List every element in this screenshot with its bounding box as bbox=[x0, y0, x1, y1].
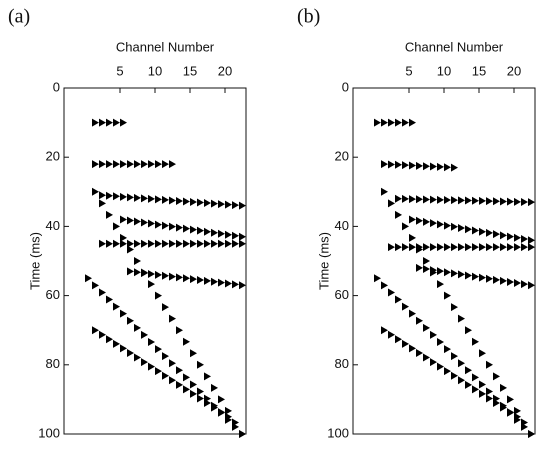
x-axis-title: Channel Number bbox=[405, 39, 504, 54]
y-tick-label: 60 bbox=[335, 287, 349, 302]
y-tick-label: 100 bbox=[327, 425, 349, 440]
y-tick-label: 40 bbox=[335, 218, 349, 233]
arrival-wedges bbox=[381, 187, 535, 438]
arrival-wedges bbox=[409, 215, 535, 245]
y-tick-label: 0 bbox=[53, 79, 60, 94]
panel-label: (b) bbox=[297, 6, 320, 28]
arrival-wedges bbox=[99, 191, 246, 210]
y-tick-label: 20 bbox=[335, 149, 349, 164]
plot-frame bbox=[352, 87, 536, 435]
x-tick-label: 5 bbox=[405, 63, 412, 78]
x-tick-label: 10 bbox=[148, 63, 162, 78]
y-tick-label: 100 bbox=[38, 425, 60, 440]
arrival-wedges bbox=[374, 274, 535, 438]
arrival-wedges bbox=[416, 263, 535, 290]
y-tick-label: 80 bbox=[46, 356, 60, 371]
arrival-wedges bbox=[388, 243, 535, 252]
x-tick-label: 20 bbox=[507, 63, 521, 78]
y-axis-title: Time (ms) bbox=[316, 232, 331, 290]
arrival-wedges bbox=[92, 160, 176, 169]
arrival-wedges bbox=[374, 118, 416, 127]
arrival-wedges bbox=[85, 274, 246, 438]
y-tick-label: 80 bbox=[335, 356, 349, 371]
x-tick-label: 10 bbox=[437, 63, 451, 78]
arrival-wedges bbox=[381, 160, 458, 172]
plot-frame bbox=[63, 87, 247, 435]
arrival-wedges bbox=[127, 267, 246, 290]
x-axis-title: Channel Number bbox=[116, 39, 215, 54]
arrival-wedges bbox=[395, 194, 535, 207]
y-tick-label: 40 bbox=[46, 218, 60, 233]
x-tick-label: 20 bbox=[218, 63, 232, 78]
arrival-wedges bbox=[120, 215, 246, 241]
x-tick-label: 15 bbox=[183, 63, 197, 78]
arrival-wedges bbox=[92, 118, 127, 127]
y-axis-title: Time (ms) bbox=[27, 232, 42, 290]
arrival-wedges bbox=[92, 187, 246, 438]
arrival-wedges bbox=[381, 326, 521, 421]
x-tick-label: 15 bbox=[472, 63, 486, 78]
arrival-wedges bbox=[92, 326, 232, 421]
x-tick-label: 5 bbox=[116, 63, 123, 78]
arrival-wedges bbox=[99, 239, 246, 248]
panel-label: (a) bbox=[8, 6, 30, 28]
y-tick-label: 60 bbox=[46, 287, 60, 302]
y-tick-label: 20 bbox=[46, 149, 60, 164]
y-tick-label: 0 bbox=[342, 79, 349, 94]
